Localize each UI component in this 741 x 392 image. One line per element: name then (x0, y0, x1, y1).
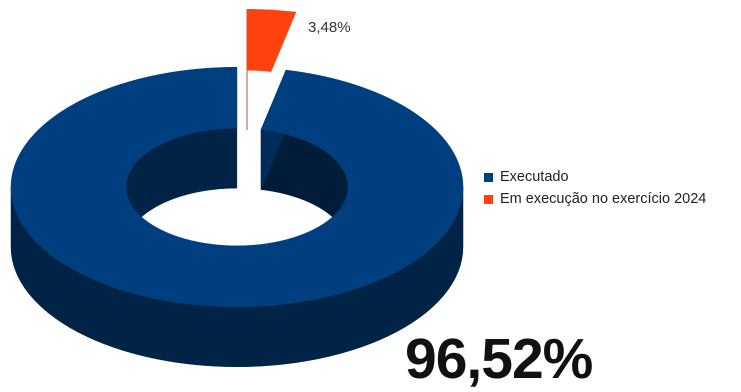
legend-item-executado: Executado (484, 166, 706, 188)
data-label-em-execucao: 3,48% (308, 19, 351, 36)
slice-em-execucao (247, 9, 296, 71)
legend-item-em-execucao: Em execução no exercício 2024 (484, 188, 706, 210)
legend-label-em-execucao: Em execução no exercício 2024 (500, 191, 706, 207)
legend-label-executado: Executado (500, 169, 569, 185)
legend-swatch-em-execucao (484, 195, 493, 204)
data-label-executado: 96,52% (405, 326, 592, 392)
legend-swatch-executado (484, 173, 493, 182)
legend: Executado Em execução no exercício 2024 (484, 166, 706, 210)
